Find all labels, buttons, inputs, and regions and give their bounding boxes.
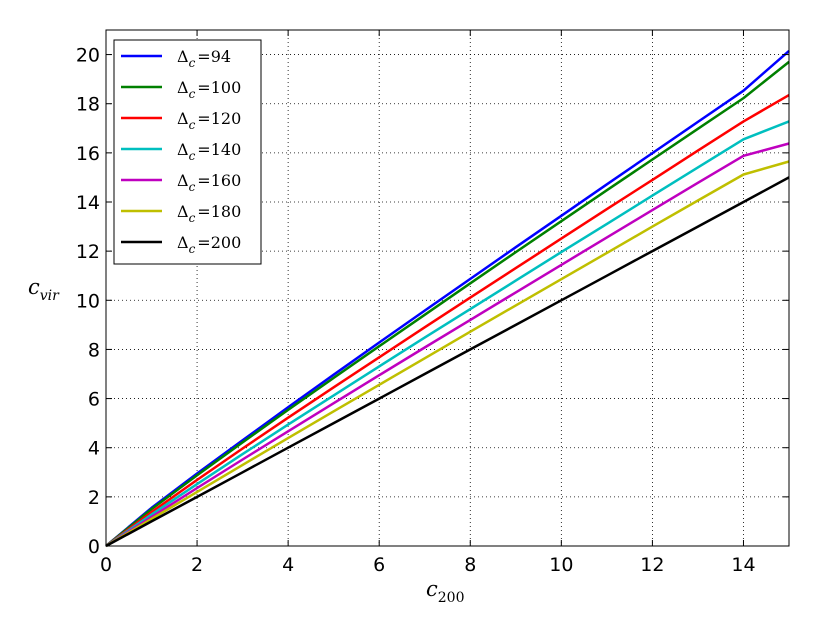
legend: Δc =94 Δc =100 Δc =120 Δc =140 Δc =160 Δc =180 Δc =20… xyxy=(113,39,262,265)
y-tick-label: 2 xyxy=(88,487,100,509)
legend-label-0: Δc =94 xyxy=(177,47,231,70)
y-tick-label: 8 xyxy=(88,339,100,361)
x-tick-label: 2 xyxy=(191,554,203,576)
y-tick-label: 6 xyxy=(88,389,100,411)
legend-label-1: Δc =100 xyxy=(177,78,241,101)
legend-label-4: Δc =160 xyxy=(177,171,241,194)
x-tick-label: 0 xyxy=(100,554,112,576)
y-tick-label: 12 xyxy=(76,241,100,263)
y-tick-label: 20 xyxy=(76,45,100,67)
series-lines xyxy=(105,49,790,548)
x-tick-label: 6 xyxy=(373,554,385,576)
y-tick-label: 18 xyxy=(76,94,100,116)
series-line-1 xyxy=(105,60,790,547)
series-line-0 xyxy=(105,49,790,547)
y-tick-label: 10 xyxy=(76,290,100,312)
ticks xyxy=(105,30,789,547)
tick-labels: 0 2 4 6 8 10 12 14 0 2 4 6 8 10 12 14 16 18 20 xyxy=(76,45,756,576)
y-tick-label: 4 xyxy=(88,438,100,460)
series-line-3 xyxy=(105,120,790,548)
legend-label-5: Δc =180 xyxy=(177,202,241,225)
legend-label-3: Δc =140 xyxy=(177,140,241,163)
series-line-6 xyxy=(105,176,790,548)
series-line-4 xyxy=(105,142,790,548)
x-axis-label: c200 xyxy=(426,577,465,606)
x-tick-label: 4 xyxy=(282,554,294,576)
y-tick-label: 0 xyxy=(88,536,100,558)
series-line-2 xyxy=(105,94,790,548)
plot-frame xyxy=(105,29,790,547)
y-tick-label: 14 xyxy=(76,192,100,214)
legend-label-6: Δc =200 xyxy=(177,233,241,256)
y-axis-label: cvir xyxy=(28,275,60,304)
legend-box xyxy=(113,39,262,265)
series-line-5 xyxy=(105,160,790,548)
y-tick-label: 16 xyxy=(76,143,100,165)
x-tick-label: 12 xyxy=(640,554,664,576)
legend-label-2: Δc =120 xyxy=(177,109,241,132)
x-tick-label: 10 xyxy=(549,554,573,576)
x-tick-label: 14 xyxy=(731,554,755,576)
x-tick-label: 8 xyxy=(464,554,476,576)
